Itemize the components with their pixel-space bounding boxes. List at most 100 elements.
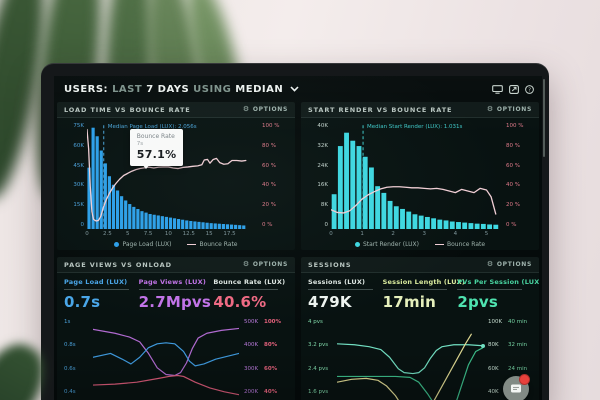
options-button[interactable]: ⚙ OPTIONS: [242, 260, 288, 269]
page-title: USERS: LAST 7 DAYS USING MEDIAN: [64, 84, 299, 95]
title-median: MEDIAN: [235, 83, 284, 95]
app-header: USERS: LAST 7 DAYS USING MEDIAN: [54, 76, 542, 100]
legend-item-bounce-rate[interactable]: Bounce Rate: [435, 241, 485, 248]
options-label: OPTIONS: [252, 261, 288, 268]
bezel-highlight: [543, 79, 545, 157]
chart-legend: Start Render (LUX) Bounce Rate: [306, 238, 534, 250]
line-end-dot: [481, 343, 485, 348]
options-button[interactable]: ⚙ OPTIONS: [242, 105, 288, 114]
legend-label: Start Render (LUX): [362, 241, 419, 248]
metric-label: Bounce Rate (LUX): [213, 278, 286, 286]
start_render_vs_bounce_rate-svg: [331, 122, 499, 229]
median-annotation: Median Start Render (LUX): 1.031s: [367, 124, 463, 130]
metric-session-length: Session Length (LUX) 17min: [382, 278, 466, 311]
gear-icon: ⚙: [486, 105, 494, 113]
tooltip-title: Bounce Rate: [136, 132, 175, 140]
metric-page-load: Page Load (LUX) 0.7s: [64, 278, 139, 311]
legend-item-bounce-rate[interactable]: Bounce Rate: [187, 241, 238, 248]
tooltip-unit: 7s: [136, 140, 144, 147]
legend-item-start-render[interactable]: Start Render (LUX): [354, 241, 419, 248]
gear-icon: ⚙: [242, 260, 250, 268]
metric-pvs-per-session: PVs Per Session (LUX) 2pvs: [457, 278, 539, 311]
x-axis-ticks: 0 2.5 5 7.5 10 12.5 15 17.5: [85, 231, 236, 237]
plot-sessions: [337, 315, 485, 400]
legend-dot-marker: [354, 242, 360, 247]
message-icon: [511, 384, 521, 393]
metric-bounce-rate: Bounce Rate (LUX) 40.6%: [213, 278, 288, 311]
panel-page-views: PAGE VIEWS VS ONLOAD ⚙ OPTIONS Page Load…: [57, 257, 295, 400]
title-using: USING: [193, 83, 232, 95]
metric-divider: [457, 289, 523, 290]
options-button[interactable]: ⚙ OPTIONS: [486, 260, 532, 269]
y-axis-left: 75K 60K 45K 30K 15K 0: [73, 123, 84, 228]
svg-text:?: ?: [528, 87, 531, 93]
y-axis-left: 4 pvs 3.2 pvs 2.4 pvs 1.6 pvs: [308, 319, 329, 395]
chart-tooltip: Bounce Rate 7s 57.1%: [129, 128, 184, 169]
metrics-row: Page Load (LUX) 0.7s Page Views (LUX) 2.…: [57, 273, 295, 313]
panel-title: START RENDER VS BOUNCE RATE: [308, 105, 453, 114]
metrics-row: Sessions (LUX) 479K Session Length (LUX)…: [301, 273, 539, 313]
metric-value: 40.6%: [213, 293, 267, 311]
title-users: USERS:: [64, 83, 109, 95]
legend-label: Bounce Rate: [199, 241, 238, 248]
chevron-down-icon[interactable]: [290, 86, 299, 92]
panel-grid: LOAD TIME VS BOUNCE RATE ⚙ OPTIONS 75K 60…: [57, 102, 539, 400]
options-button[interactable]: ⚙ OPTIONS: [486, 105, 532, 114]
chart-legend: Page Load (LUX) Bounce Rate: [62, 238, 290, 250]
y-axis-right: 100 % 80 % 60 % 40 % 20 % 0 %: [262, 123, 280, 228]
legend-dot-marker: [114, 242, 120, 247]
metric-value: 17min: [382, 293, 436, 311]
legend-label: Page Load (LUX): [122, 241, 172, 248]
legend-label: Bounce Rate: [447, 241, 486, 248]
options-label: OPTIONS: [496, 106, 532, 113]
metric-divider: [382, 289, 448, 290]
metric-label: PVs Per Session (LUX): [457, 278, 539, 286]
panel-sessions-header: SESSIONS ⚙ OPTIONS: [301, 257, 539, 273]
y-axis-left: 1s 0.8s 0.6s 0.4s: [64, 319, 76, 395]
options-label: OPTIONS: [252, 106, 288, 113]
chat-button[interactable]: [503, 374, 530, 400]
metric-divider: [138, 289, 204, 290]
options-label: OPTIONS: [496, 261, 532, 268]
monitor: USERS: LAST 7 DAYS USING MEDIAN: [41, 63, 549, 400]
y-axis-right: 100 % 80 % 60 % 40 % 20 % 0 %: [506, 123, 524, 228]
plot-start-render: 0 1 2 3 4 5 Median Start Render (LUX): 1.031s: [329, 122, 502, 238]
metric-label: Page Load (LUX): [64, 278, 128, 286]
page_views_vs_onload_trend-svg: [93, 315, 239, 400]
help-icon[interactable]: ?: [525, 84, 534, 94]
gear-icon: ⚙: [486, 260, 494, 268]
metric-label: Session Length (LUX): [382, 278, 466, 286]
display-icon[interactable]: [492, 84, 503, 94]
y-axis-right: 500K 100% 400K 80% 300K 60% 200K 40%: [244, 319, 281, 395]
chart-start-render: 40K 32K 24K 16K 8K 0 0 1 2 3 4 5 Median Start Rende…: [301, 118, 539, 250]
metric-sessions: Sessions (LUX) 479K: [308, 278, 383, 311]
panel-load-time: LOAD TIME VS BOUNCE RATE ⚙ OPTIONS 75K 60…: [57, 102, 295, 250]
chart-page-views: 1s 0.8s 0.6s 0.4s 500K 100% 400K 80% 300K 60% 200…: [57, 313, 295, 400]
chart-sessions: 4 pvs 3.2 pvs 2.4 pvs 1.6 pvs 100K 40 min 80K…: [301, 313, 539, 400]
panel-title: SESSIONS: [308, 260, 352, 269]
plot-load-time: Bounce Rate 7s 57.1% 0 2.5 5 7.5 10 12.5 15 17.…: [85, 122, 258, 238]
header-toolbar: ?: [492, 84, 534, 94]
panel-page-views-header: PAGE VIEWS VS ONLOAD ⚙ OPTIONS: [57, 257, 295, 273]
median-annotation: Median Page Load (LUX): 2.056s: [107, 124, 197, 130]
dashboard-screen: USERS: LAST 7 DAYS USING MEDIAN: [54, 76, 542, 400]
tooltip-value: 57.1%: [136, 147, 177, 161]
panel-sessions: SESSIONS ⚙ OPTIONS Sessions (LUX) 479K: [301, 257, 539, 400]
panel-start-render: START RENDER VS BOUNCE RATE ⚙ OPTIONS 40…: [301, 102, 539, 250]
legend-item-page-load[interactable]: Page Load (LUX): [114, 241, 171, 248]
metric-divider: [64, 289, 129, 290]
metric-label: Sessions (LUX): [308, 278, 366, 286]
share-icon[interactable]: [509, 84, 519, 94]
metric-page-views: Page Views (LUX) 2.7Mpvs: [138, 278, 214, 311]
load_time_vs_bounce_rate-svg: [87, 122, 258, 229]
metric-value: 2.7Mpvs: [138, 293, 212, 311]
legend-line-marker: [435, 243, 444, 246]
metric-divider: [308, 289, 373, 290]
metric-value: 0.7s: [64, 293, 101, 311]
y-axis-right: 100K 40 min 80K 32 min 60K 24 min 40K: [488, 319, 528, 395]
gear-icon: ⚙: [242, 105, 250, 113]
panel-title: PAGE VIEWS VS ONLOAD: [64, 260, 172, 269]
panel-title: LOAD TIME VS BOUNCE RATE: [64, 105, 191, 114]
